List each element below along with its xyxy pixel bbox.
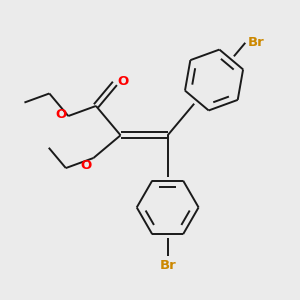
- Text: Br: Br: [159, 259, 176, 272]
- Text: O: O: [56, 108, 67, 121]
- Text: O: O: [81, 160, 92, 172]
- Text: Br: Br: [248, 36, 264, 49]
- Text: O: O: [118, 75, 129, 88]
